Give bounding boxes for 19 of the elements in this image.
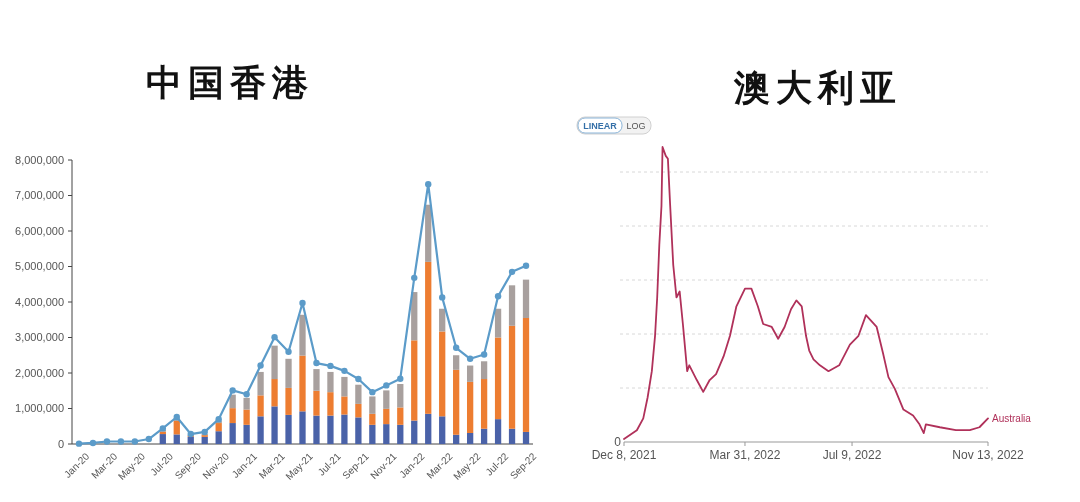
- y-tick-label: 0: [57, 437, 64, 450]
- text: 0: [614, 435, 622, 449]
- y-tick-label: 8,000,000: [15, 153, 64, 166]
- y-tick-label: 1,000,000: [15, 402, 64, 414]
- text: LOG: [626, 121, 646, 131]
- y-tick-label: 7,000,000: [15, 189, 64, 201]
- y-tick-label: 4,000,000: [15, 295, 64, 308]
- y-tick-label: 3,000,000: [15, 331, 64, 343]
- text: LINEAR: [583, 121, 618, 131]
- y-tick-label: 5,000,000: [15, 260, 64, 272]
- x-tick-label: Dec 8, 2021: [591, 448, 657, 462]
- series-label: Australia: [992, 413, 1032, 425]
- y-tick-label: 2,000,000: [15, 366, 64, 379]
- y-tick-label: 6,000,000: [15, 224, 64, 237]
- chart-title: 澳大利亚: [733, 67, 902, 108]
- x-tick-label: Nov 13, 2022: [952, 448, 1025, 462]
- x-tick-label: Mar 31, 2022: [709, 448, 781, 462]
- x-tick-label: Jul 9, 2022: [822, 448, 882, 462]
- chart-title: 中国香港: [146, 62, 314, 103]
